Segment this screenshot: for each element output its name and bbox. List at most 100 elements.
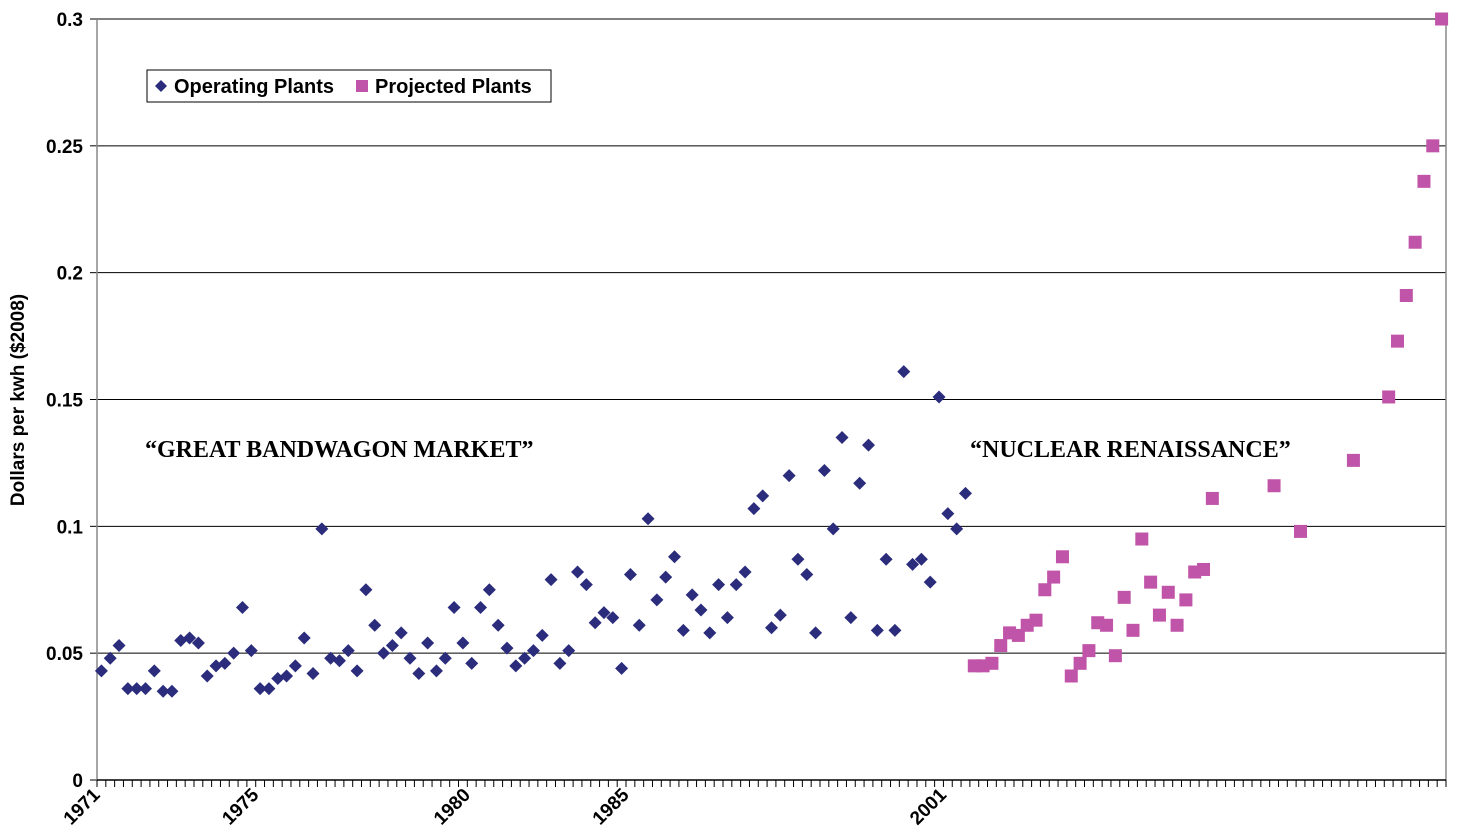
operating-plant-point [668, 550, 682, 564]
operating-plant-point [861, 438, 875, 452]
projected-plant-point [1417, 174, 1431, 188]
projected-plant-point [1038, 583, 1052, 597]
operating-plant-point [262, 682, 276, 696]
operating-plant-point [535, 628, 549, 642]
projected-plant-point [1126, 623, 1140, 637]
projected-plant-point [1047, 570, 1061, 584]
gridlines [97, 18, 1446, 654]
operating-plant-point [403, 651, 417, 665]
operating-plant-point [385, 639, 399, 653]
projected-plant-point [1100, 618, 1114, 632]
x-tick-label: 1985 [589, 784, 634, 829]
legend-square-icon [356, 80, 368, 92]
projected-plant-point [1346, 453, 1360, 467]
operating-plant-point [377, 646, 391, 660]
projected-plant-point [1064, 669, 1078, 683]
operating-plant-point [509, 659, 523, 673]
y-tick-label: 0.2 [57, 264, 83, 285]
operating-plant-point [623, 568, 637, 582]
operating-plant-point [280, 669, 294, 683]
operating-plant-point [773, 608, 787, 622]
operating-plant-point [738, 565, 752, 579]
operating-plant-point [923, 575, 937, 589]
operating-plant-point [456, 636, 470, 650]
projected-plant-point [1152, 608, 1166, 622]
operating-plant-point [571, 565, 585, 579]
operating-plant-point [844, 611, 858, 625]
operating-plant-point [641, 512, 655, 526]
operating-plant-point [130, 682, 144, 696]
projected-plant-point [1055, 550, 1069, 564]
y-axis-title: Dollars per kwh ($2008) [8, 294, 29, 506]
operating-plant-point [615, 661, 629, 675]
operating-plant-point [685, 588, 699, 602]
projected-plant-point [1205, 491, 1219, 505]
operating-plant-point [756, 489, 770, 503]
y-tick-label: 0.3 [57, 10, 83, 31]
operating-plant-point [958, 486, 972, 500]
projected-plant-point [1073, 656, 1087, 670]
axes [90, 18, 1447, 787]
operating-plant-point [147, 664, 161, 678]
y-tick-label: 0.15 [46, 391, 83, 412]
operating-plant-point [359, 583, 373, 597]
projected-plant-point [1144, 575, 1158, 589]
operating-plant-point [350, 664, 364, 678]
legend-box [146, 69, 552, 103]
operating-plant-point [94, 664, 108, 678]
y-tick-labels: 0 0.05 0.1 0.15 0.2 0.25 0.3 [46, 10, 83, 792]
operating-plant-point [227, 646, 241, 660]
operating-plant-point [394, 626, 408, 640]
operating-plant-point [588, 616, 602, 630]
projected-plant-point [1135, 532, 1149, 546]
operating-plant-point [306, 666, 320, 680]
operating-plant-point [579, 578, 593, 592]
operating-plant-point [703, 626, 717, 640]
operating-plant-point [429, 664, 443, 678]
legend-label-operating: Operating Plants [174, 76, 334, 98]
operating-plant-point [791, 552, 805, 566]
projected-plant-point [1179, 593, 1193, 607]
projected-plant-point [1197, 562, 1211, 576]
operating-plant-point [906, 557, 920, 571]
operating-plant-point [659, 570, 673, 584]
operating-plant-point [297, 631, 311, 645]
operating-plant-point [720, 611, 734, 625]
operating-plants-series [94, 365, 972, 698]
operating-plant-point [950, 522, 964, 536]
operating-plant-point [782, 469, 796, 483]
operating-plant-point [474, 601, 488, 615]
operating-plant-point [368, 618, 382, 632]
operating-plant-point [412, 666, 426, 680]
projected-plants-series [967, 12, 1449, 683]
projected-plant-point [1161, 585, 1175, 599]
operating-plant-point [544, 573, 558, 587]
operating-plant-point [447, 601, 461, 615]
operating-plant-point [121, 682, 135, 696]
operating-plant-point [244, 644, 258, 658]
legend-diamond-icon [155, 80, 167, 92]
operating-plant-point [465, 656, 479, 670]
operating-plant-point [482, 583, 496, 597]
operating-plant-point [870, 623, 884, 637]
legend: Operating Plants Projected Plants [146, 69, 552, 103]
operating-plant-point [897, 365, 911, 379]
annotation-great-bandwagon: “GREAT BANDWAGON MARKET” [145, 437, 533, 463]
operating-plant-point [650, 593, 664, 607]
operating-plant-point [103, 651, 117, 665]
operating-plant-point [253, 682, 267, 696]
operating-plant-point [138, 682, 152, 696]
operating-plant-point [888, 623, 902, 637]
legend-label-projected: Projected Plants [375, 76, 532, 98]
operating-plant-point [526, 644, 540, 658]
y-tick-label: 0.05 [46, 644, 83, 665]
projected-plant-point [1399, 288, 1413, 302]
operating-plant-point [729, 578, 743, 592]
projected-plant-point [994, 639, 1008, 653]
operating-plant-point [932, 390, 946, 404]
operating-plant-point [218, 656, 232, 670]
x-tick-labels: 1971 1975 1980 1985 2001 [60, 784, 951, 829]
operating-plant-point [606, 611, 620, 625]
projected-plant-point [1391, 334, 1405, 348]
operating-plant-point [235, 601, 249, 615]
